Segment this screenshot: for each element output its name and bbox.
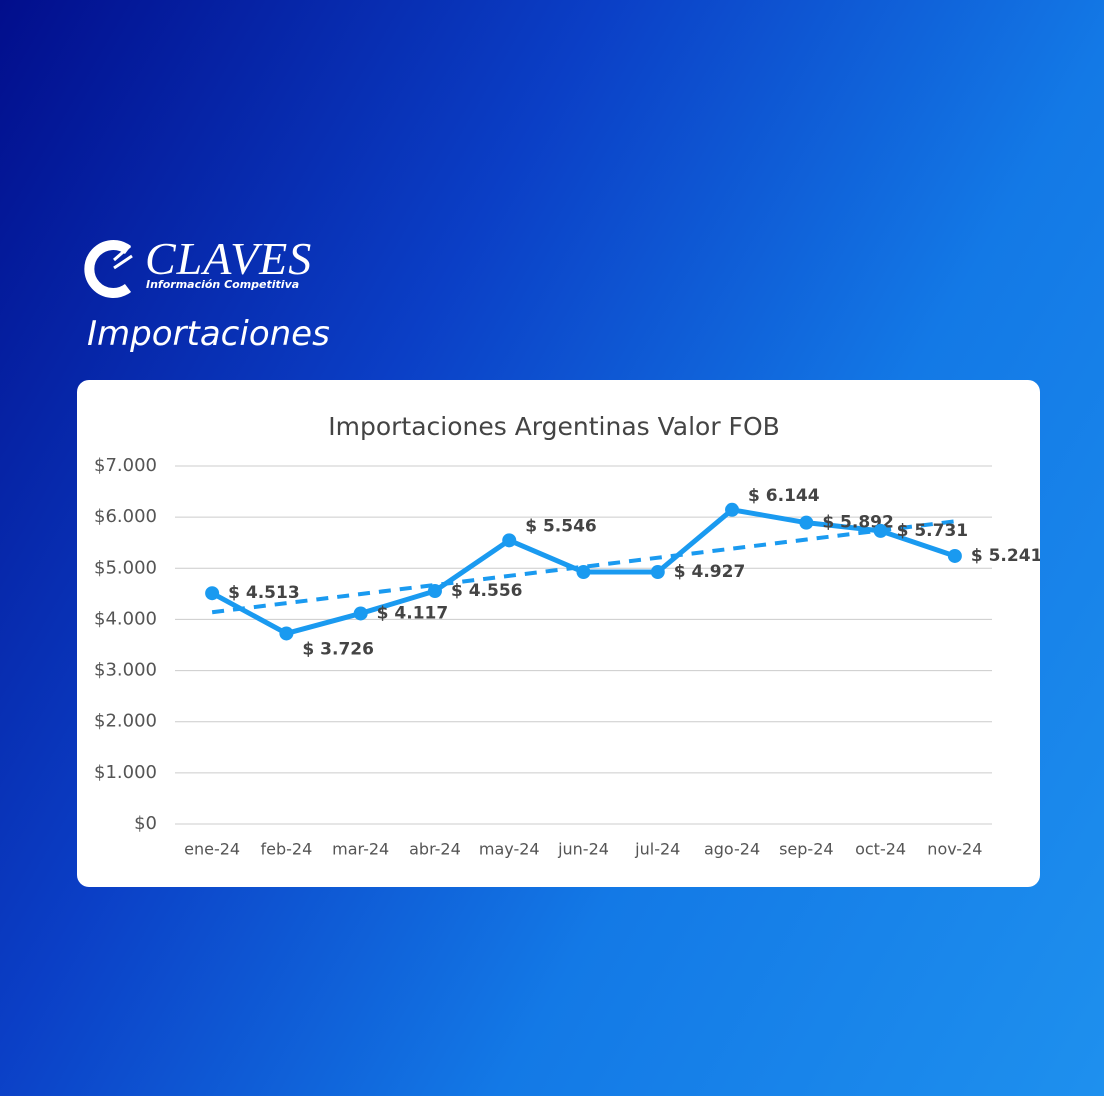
brand: CLAVES xyxy=(145,233,313,284)
x-tick-label: jun-24 xyxy=(557,840,609,859)
y-tick-label: $1.000 xyxy=(94,762,157,783)
data-point xyxy=(353,606,368,621)
data-point xyxy=(427,583,442,598)
chart-card: Importaciones Argentinas Valor FOB $0 $1.… xyxy=(77,380,1042,887)
x-tick-label: may-24 xyxy=(479,840,540,859)
data-point xyxy=(799,515,814,530)
data-point xyxy=(205,586,220,601)
data-label: $ 4.117 xyxy=(377,603,449,623)
data-point xyxy=(502,533,517,548)
tagline: Información Competitiva xyxy=(146,278,300,291)
y-tick-label: $5.000 xyxy=(94,557,157,578)
x-tick-label: abr-24 xyxy=(409,840,461,859)
chart: Importaciones Argentinas Valor FOB $0 $1.… xyxy=(94,412,1042,859)
y-tick-label: $7.000 xyxy=(94,455,157,476)
y-tick-label: $3.000 xyxy=(94,660,157,681)
data-point xyxy=(576,565,591,580)
data-point xyxy=(279,626,294,641)
logo xyxy=(84,240,133,298)
x-tick-label: nov-24 xyxy=(927,840,982,859)
x-tick-label: jul-24 xyxy=(634,840,680,859)
x-tick-label: ene-24 xyxy=(184,840,240,859)
page-title: Importaciones xyxy=(87,314,330,354)
data-label: $ 4.513 xyxy=(228,583,300,603)
chart-title: Importaciones Argentinas Valor FOB xyxy=(328,412,780,441)
y-tick-label: $2.000 xyxy=(94,711,157,732)
data-point xyxy=(873,523,888,538)
data-label: $ 5.546 xyxy=(525,516,597,536)
data-label: $ 6.144 xyxy=(748,486,820,506)
data-label: $ 5.731 xyxy=(897,521,969,541)
y-tick-label: $6.000 xyxy=(94,506,157,527)
x-tick-label: feb-24 xyxy=(261,840,313,859)
x-tick-label: ago-24 xyxy=(704,840,760,859)
data-label: $ 4.927 xyxy=(674,562,746,582)
data-point xyxy=(947,548,962,563)
data-point xyxy=(725,502,740,517)
data-point xyxy=(650,565,665,580)
data-label: $ 5.241 xyxy=(971,546,1040,566)
x-tick-label: sep-24 xyxy=(779,840,833,859)
y-tick-label: $0 xyxy=(134,813,157,834)
data-label: $ 4.556 xyxy=(451,581,523,601)
x-tick-label: mar-24 xyxy=(332,840,389,859)
y-tick-label: $4.000 xyxy=(94,608,157,629)
x-tick-label: oct-24 xyxy=(855,840,906,859)
data-label: $ 3.726 xyxy=(302,639,374,659)
